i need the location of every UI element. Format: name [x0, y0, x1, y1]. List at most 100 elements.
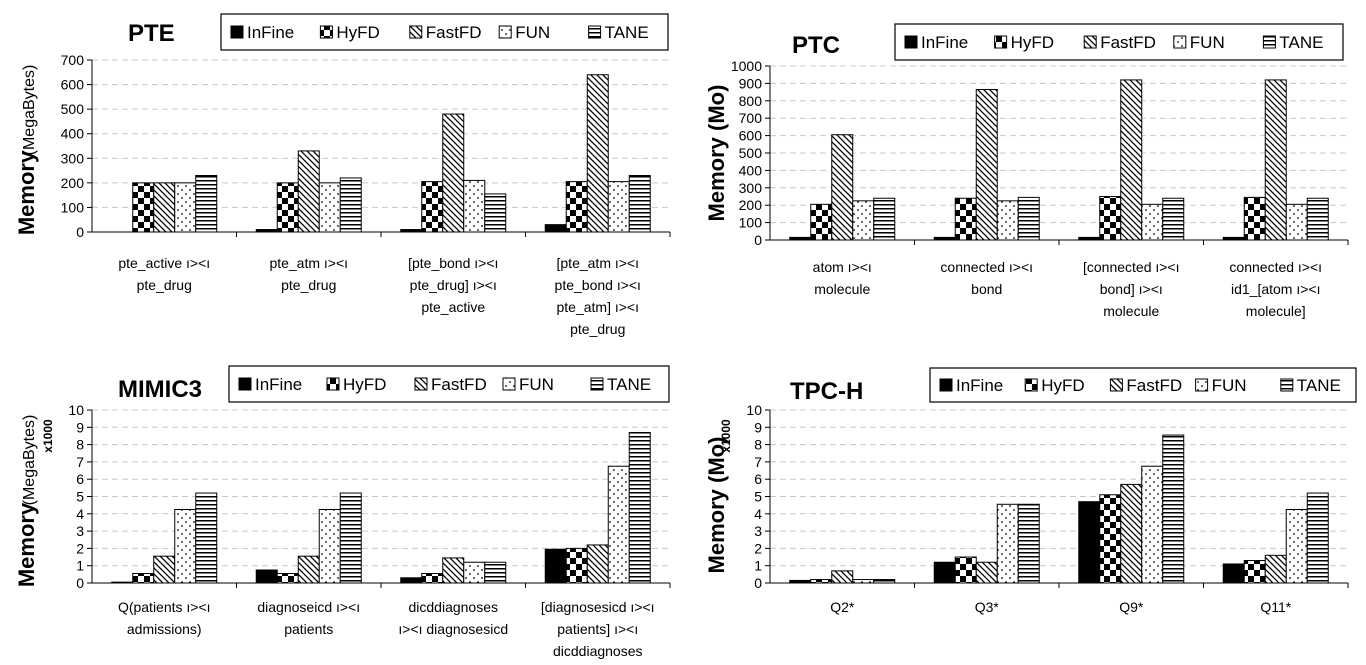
legend-label-infine: InFine [956, 376, 1003, 395]
x-tick-label: [pte_atm ı><ı [557, 255, 640, 271]
legend-swatch-fun [498, 25, 512, 39]
x-tick-label: atom ı><ı [813, 259, 872, 275]
x-tick-label: pte_bond ı><ı [555, 277, 641, 293]
legend-label-tane: TANE [607, 375, 651, 394]
y-tick-label: 900 [739, 75, 763, 91]
bar-infine [933, 236, 956, 241]
bar-fun [607, 465, 630, 584]
y-tick-label: 100 [739, 215, 763, 231]
y-tick-label: 5 [754, 489, 762, 505]
bar-tane [195, 174, 218, 233]
y-tick-label: 1 [754, 558, 762, 574]
bar-fastfd [975, 88, 998, 241]
bar-fun [607, 181, 630, 233]
legend-swatch-tane [1262, 35, 1276, 49]
legend-swatch-fastfd [414, 377, 428, 391]
y-axis-multiplier: x1000 [41, 419, 55, 453]
legend-label-fastfd: FastFD [426, 23, 482, 42]
bar-infine [255, 569, 278, 584]
bar-tane [339, 492, 362, 584]
y-tick-label: 6 [754, 471, 762, 487]
legend-label-fun: FUN [1212, 376, 1247, 395]
x-tick-label: pte_active [421, 299, 485, 315]
legend-swatch-fun [502, 377, 516, 391]
y-tick-label: 200 [61, 175, 85, 191]
bar-tane [339, 177, 362, 233]
legend-swatch-infine [939, 378, 953, 392]
y-tick-label: 300 [739, 180, 763, 196]
legend-label-tane: TANE [1279, 33, 1323, 52]
x-tick-label: [pte_bond ı><ı [408, 255, 498, 271]
legend-swatch-tane [590, 377, 604, 391]
bar-tane [484, 193, 507, 233]
bar-fun [174, 182, 197, 233]
chart-title: MIMIC3 [118, 376, 202, 403]
bar-fastfd [1120, 79, 1143, 241]
bar-tane [628, 431, 651, 584]
y-tick-label: 800 [739, 93, 763, 109]
bar-infine [544, 224, 567, 233]
legend-swatch-fastfd [1109, 378, 1123, 392]
x-tick-label: pte_drug [570, 321, 625, 337]
x-tick-label: dicddiagnoses [408, 599, 498, 615]
legend-swatch-fastfd [1083, 35, 1097, 49]
bar-infine [1078, 236, 1101, 241]
bar-fastfd [153, 182, 176, 233]
y-tick-label: 3 [76, 523, 84, 539]
y-tick-label: 6 [76, 471, 84, 487]
y-axis-label: Memory (Mo) [704, 85, 729, 222]
bar-infine [400, 577, 423, 584]
y-tick-label: 0 [754, 232, 762, 248]
bar-fun [852, 579, 875, 584]
legend-swatch-hyfd [319, 25, 333, 39]
bar-fun [1141, 465, 1164, 584]
bar-hyfd [1099, 196, 1122, 241]
bar-infine [1222, 236, 1245, 241]
bar-fastfd [1120, 483, 1143, 584]
x-tick-label: pte_drug] ı><ı [410, 277, 497, 293]
legend-label-hyfd: HyFD [1041, 376, 1084, 395]
legend-label-fun: FUN [515, 23, 550, 42]
chart-title: PTC [792, 32, 840, 59]
y-tick-label: 2 [76, 540, 84, 556]
bar-fun [1141, 203, 1164, 241]
bar-hyfd [954, 556, 977, 584]
bar-fun [463, 179, 486, 233]
legend-swatch-hyfd [1024, 378, 1038, 392]
x-tick-label: pte_atm] ı><ı [557, 299, 640, 315]
bar-hyfd [276, 182, 299, 233]
bar-hyfd [954, 197, 977, 241]
x-tick-label: bond] ı><ı [1100, 281, 1163, 297]
legend-label-fastfd: FastFD [431, 375, 487, 394]
legend-label-fun: FUN [1190, 33, 1225, 52]
x-tick-label: admissions) [127, 621, 202, 637]
bar-fun [174, 508, 197, 584]
bar-tane [1162, 197, 1185, 241]
legend-label-fun: FUN [519, 375, 554, 394]
bar-fastfd [831, 134, 854, 241]
y-tick-label: 700 [739, 110, 763, 126]
y-tick-label: 8 [754, 437, 762, 453]
y-tick-label: 1 [76, 558, 84, 574]
legend-swatch-hyfd [326, 377, 340, 391]
y-tick-label: 0 [76, 224, 84, 240]
legend-label-fastfd: FastFD [1100, 33, 1156, 52]
x-tick-label: dicddiagnoses [553, 643, 643, 659]
y-axis-label: Memory (Mo) [704, 437, 729, 574]
legend-swatch-tane [1280, 378, 1294, 392]
bar-fastfd [1264, 554, 1287, 584]
bar-tane [1162, 434, 1185, 584]
y-tick-label: 0 [76, 575, 84, 591]
legend-swatch-tane [588, 25, 602, 39]
bar-hyfd [810, 203, 833, 241]
bar-hyfd [1099, 494, 1122, 584]
y-tick-label: 200 [739, 197, 763, 213]
x-tick-label: Q3* [975, 599, 1000, 615]
x-tick-label: molecule [814, 281, 870, 297]
x-tick-label: pte_atm ı><ı [269, 255, 348, 271]
y-tick-label: 300 [61, 150, 85, 166]
x-tick-label: ı><ı diagnosesicd [398, 621, 508, 637]
bar-fastfd [153, 555, 176, 584]
bar-hyfd [132, 182, 155, 233]
